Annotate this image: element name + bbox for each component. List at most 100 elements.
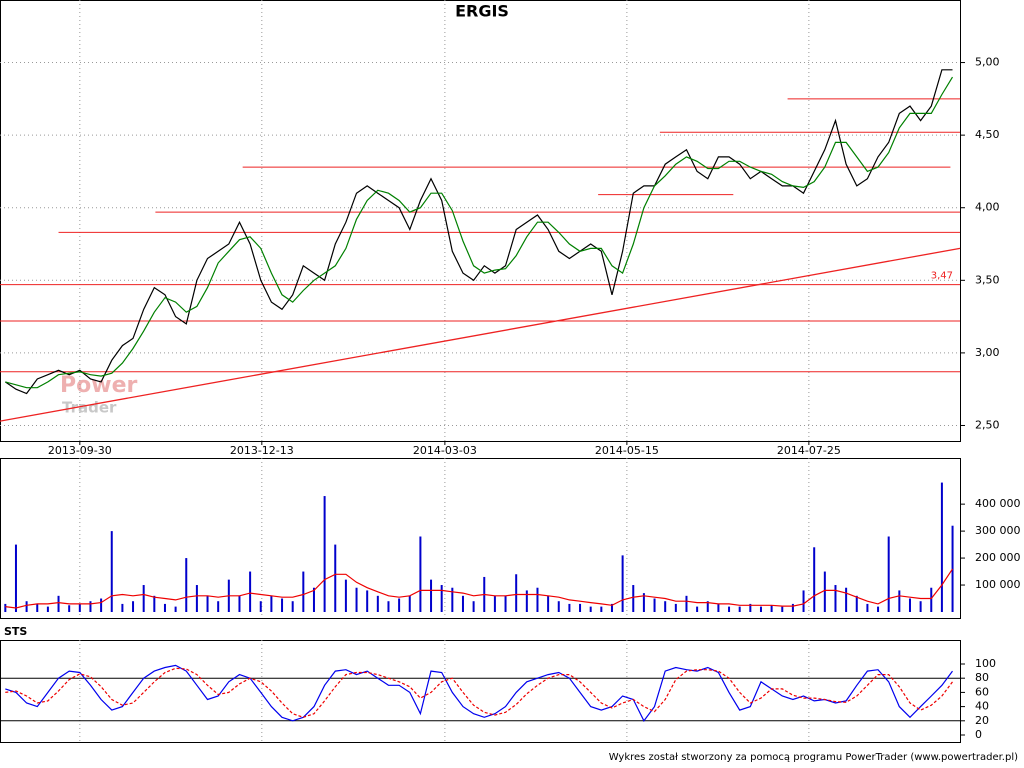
annotation: 3,47 <box>931 271 953 282</box>
x-tick-label: 2013-09-30 <box>48 444 112 457</box>
footer: Wykres został stworzony za pomocą progra… <box>609 752 1018 763</box>
volume-bar <box>366 590 369 612</box>
volume-bar <box>877 606 880 612</box>
volume-bar <box>664 601 667 612</box>
volume-bar <box>472 601 475 612</box>
volume-bar <box>355 587 358 612</box>
volume-bar <box>281 598 284 612</box>
volume-bar <box>781 606 784 612</box>
volume-bar <box>919 601 922 612</box>
volume-bar <box>185 558 188 612</box>
volume-bar <box>706 601 709 612</box>
volume-bar <box>525 590 528 612</box>
volume-bar <box>57 595 60 612</box>
volume-bar <box>568 603 571 612</box>
volume-bar <box>908 598 911 612</box>
volume-bar <box>344 579 347 612</box>
volume-bar <box>46 606 49 612</box>
volume-bar <box>68 605 71 612</box>
volume-bar <box>823 571 826 612</box>
volume-bar <box>419 536 422 612</box>
volume-bar <box>493 595 496 612</box>
volume-bar <box>323 496 326 612</box>
volume-bar <box>142 585 145 612</box>
volume-bar <box>621 555 624 612</box>
series-line <box>5 76 954 389</box>
volume-bar <box>451 587 454 612</box>
volume-bar <box>696 606 699 612</box>
volume-bar <box>174 606 177 612</box>
volume-bar <box>132 601 135 612</box>
y-tick-label: 400 000 <box>975 497 1021 510</box>
y-tick-label: 0 <box>975 728 982 741</box>
series-line <box>5 667 953 718</box>
volume-bar <box>536 587 539 612</box>
panel-frame <box>0 640 961 743</box>
volume-bar <box>717 603 720 612</box>
y-tick-label: 4,50 <box>975 128 1000 141</box>
volume-bar <box>738 606 741 612</box>
volume-bar <box>153 595 156 612</box>
volume-bar <box>430 579 433 612</box>
y-tick-label: 4,00 <box>975 201 1000 214</box>
volume-bar <box>334 544 337 612</box>
volume-bar <box>898 590 901 612</box>
watermark: Power <box>60 373 137 398</box>
volume-bar <box>515 574 518 612</box>
volume-bar <box>600 606 603 612</box>
y-tick-label: 100 000 <box>975 578 1021 591</box>
y-tick-label: 60 <box>975 685 989 698</box>
y-tick-label: 3,00 <box>975 346 1000 359</box>
volume-bar <box>930 587 933 612</box>
volume-bar <box>398 598 401 612</box>
y-tick-label: 40 <box>975 700 989 713</box>
volume-bar <box>78 603 81 612</box>
volume-bar <box>632 585 635 612</box>
volume-bar <box>813 547 816 612</box>
volume-bar <box>759 606 762 612</box>
volume-bar <box>770 605 773 612</box>
x-tick-label: 2014-07-25 <box>777 444 841 457</box>
panel-title: STS <box>4 625 27 638</box>
volume-bar <box>951 525 954 612</box>
y-tick-label: 200 000 <box>975 551 1021 564</box>
volume-bar <box>589 606 592 612</box>
volume-bar <box>610 603 613 612</box>
y-tick-label: 100 <box>975 657 996 670</box>
volume-bar <box>557 601 560 612</box>
y-tick-label: 3,50 <box>975 273 1000 286</box>
volume-bar <box>163 603 166 612</box>
volume-bar <box>89 601 92 612</box>
volume-bar <box>791 603 794 612</box>
y-tick-label: 80 <box>975 671 989 684</box>
y-tick-label: 300 000 <box>975 524 1021 537</box>
volume-bar <box>100 598 103 612</box>
volume-bar <box>887 536 890 612</box>
volume-bar <box>408 595 411 612</box>
volume-bar <box>728 606 731 612</box>
y-tick-label: 20 <box>975 714 989 727</box>
volume-bar <box>845 587 848 612</box>
volume-bar <box>302 571 305 612</box>
volume-bar <box>547 595 550 612</box>
volume-bar <box>802 590 805 612</box>
volume-bar <box>25 601 28 612</box>
volume-bar <box>110 531 113 612</box>
volume-bar <box>238 595 241 612</box>
volume-bar <box>749 603 752 612</box>
y-tick-label: 5,00 <box>975 56 1000 69</box>
volume-bar <box>121 603 124 612</box>
volume-bar <box>387 601 390 612</box>
volume-bar <box>270 595 273 612</box>
volume-bar <box>461 595 464 612</box>
volume-bar <box>312 587 315 612</box>
volume-bar <box>866 603 869 612</box>
volume-bar <box>685 595 688 612</box>
volume-bar <box>14 544 17 612</box>
volume-bar <box>376 595 379 612</box>
panel-frame <box>0 458 961 619</box>
volume-bar <box>642 593 645 612</box>
volume-bar <box>940 482 943 612</box>
volume-bar <box>206 595 209 612</box>
